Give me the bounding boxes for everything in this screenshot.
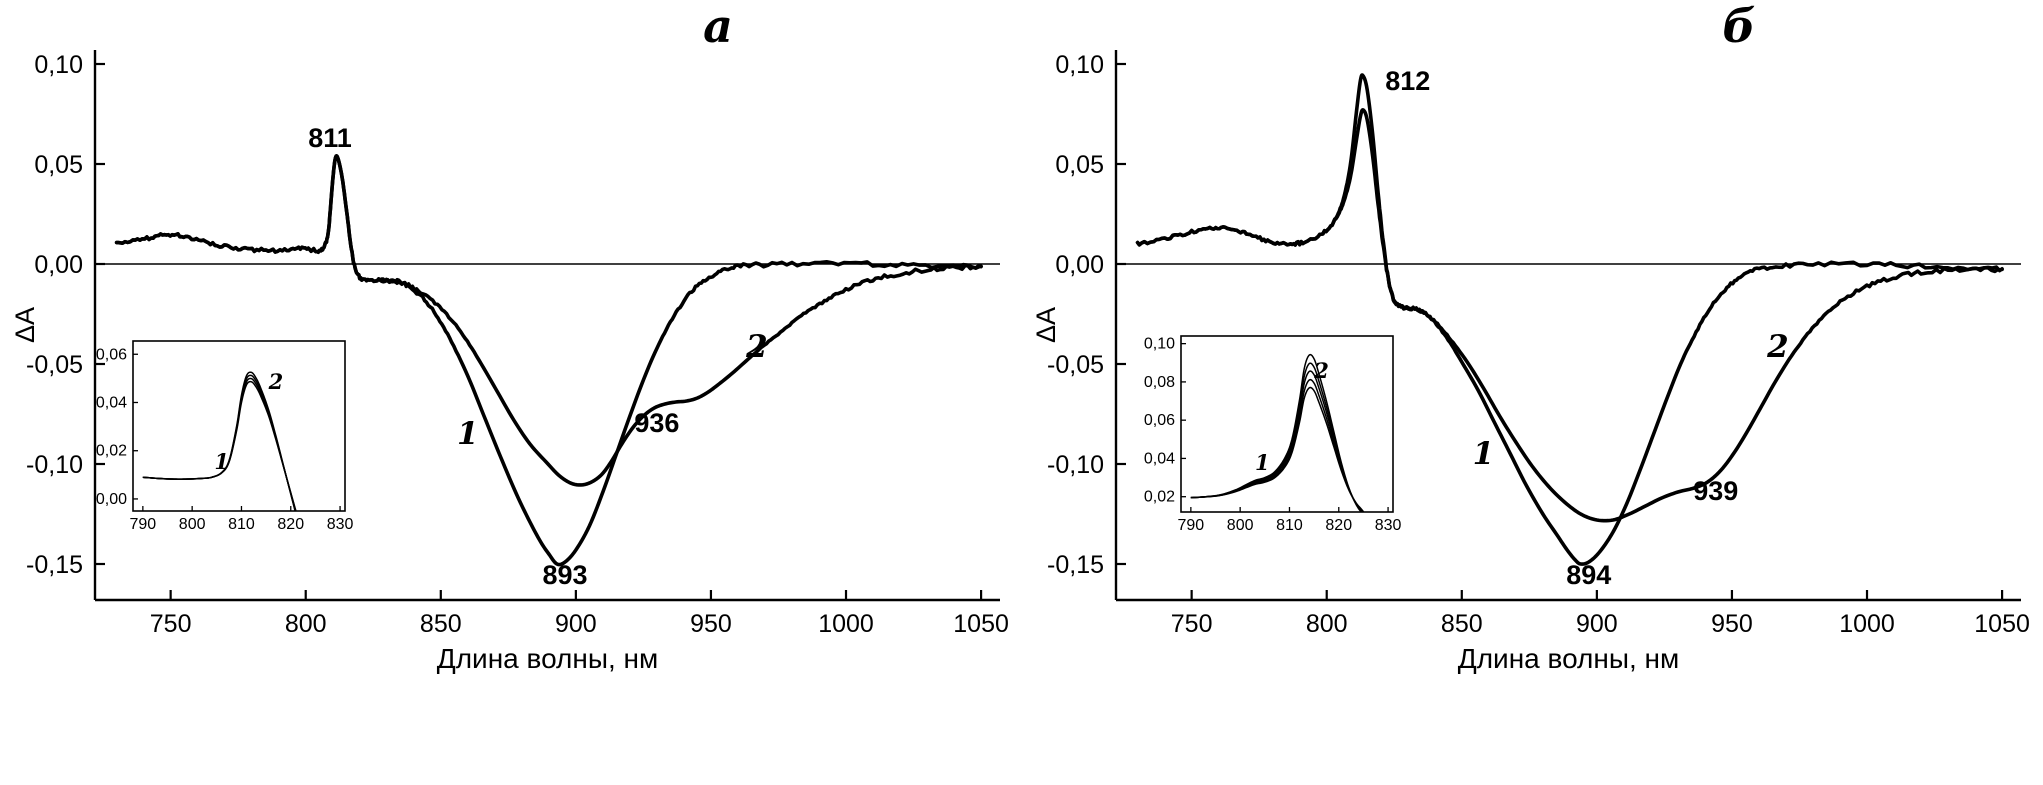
x-tick-label: 800	[1306, 610, 1348, 638]
spectrum-curve-2	[1135, 73, 2004, 523]
inset-curve	[142, 380, 297, 511]
spectra-chart-b: 750 800 850 900 950 1000 1050 0,10 0,05 0,00 -0,05…	[1031, 0, 2030, 674]
x-tick-label: 900	[555, 610, 597, 638]
wavelength-label: 811	[308, 123, 352, 153]
y-axis-title: ΔA	[1031, 307, 1061, 343]
x-tick-label: 850	[1441, 610, 1483, 638]
inset-x-tick-label: 830	[1375, 517, 1402, 534]
y-axis-title: ΔA	[10, 307, 40, 343]
inset-x-tick-label: 800	[179, 516, 206, 533]
y-tick-label: -0,15	[26, 551, 83, 579]
x-tick-label: 1000	[818, 610, 874, 638]
inset-border	[1180, 335, 1394, 513]
x-tick-label: 1000	[1839, 610, 1895, 638]
inset-curve-number-label: 2	[1313, 358, 1329, 383]
inset-curve-number-label: 1	[1255, 450, 1270, 475]
y-tick-label: -0,05	[1047, 351, 1104, 379]
inset-background	[1181, 336, 1393, 512]
inset-curve	[1190, 386, 1365, 512]
curve-number-label: 2	[745, 329, 768, 365]
y-tick-label: 0,10	[34, 51, 83, 79]
inset-y-tick-label: 0,02	[96, 443, 127, 460]
panel-b: 750 800 850 900 950 1000 1050 0,10 0,05 0,00 -0,05…	[1021, 0, 2043, 785]
wavelength-label: 939	[1693, 476, 1738, 506]
x-tick-label: 950	[690, 610, 732, 638]
y-tick-label: -0,10	[1047, 451, 1104, 479]
curve-number-label: 1	[457, 416, 479, 452]
inset-x-tick-label: 820	[1325, 517, 1352, 534]
wavelength-label: 894	[1566, 560, 1611, 590]
x-tick-label: 750	[1171, 610, 1213, 638]
x-axis-title: Длина волны, нм	[1458, 643, 1679, 674]
curve-number-label: 2	[1766, 329, 1789, 365]
inset-y-tick-label: 0,04	[1144, 450, 1175, 467]
inset-x-tick-label: 790	[130, 516, 157, 533]
panel-letter: а	[703, 0, 733, 53]
wavelength-label: 936	[634, 408, 679, 438]
x-tick-label: 750	[150, 610, 192, 638]
inset-background	[133, 341, 345, 511]
inset-x-tick-label: 810	[1276, 517, 1303, 534]
inset-border	[132, 340, 346, 512]
inset-x-tick-label: 800	[1227, 517, 1254, 534]
x-tick-label: 800	[285, 610, 327, 638]
panel-letter: б	[1722, 0, 1755, 53]
inset-plot: 790 800 810 820 830 0,06 0,04 0,02 0,00 2 1	[96, 340, 354, 533]
y-tick-label: 0,00	[1055, 251, 1104, 279]
y-tick-label: -0,05	[26, 351, 83, 379]
spectrum-curve-2	[114, 154, 983, 487]
inset-curve-number-label: 1	[214, 449, 229, 474]
wavelength-label: 893	[543, 560, 588, 590]
inset-plot: 790 800 810 820 830 0,10 0,08 0,06 0,04 0,02 2 1	[1144, 335, 1402, 534]
x-tick-label: 1050	[953, 610, 1009, 638]
inset-y-tick-label: 0,02	[1144, 489, 1175, 506]
inset-curve-number-label: 2	[268, 369, 284, 394]
inset-y-tick-label: 0,04	[96, 394, 127, 411]
inset-y-tick-label: 0,00	[96, 491, 127, 508]
inset-x-tick-label: 810	[228, 516, 255, 533]
inset-y-tick-label: 0,08	[1144, 374, 1175, 391]
inset-y-tick-label: 0,06	[96, 346, 127, 363]
panel-a: 750 800 850 900 950 1000 1050 0,10 0,05 0,00 -0,05…	[0, 0, 1021, 785]
inset-y-tick-label: 0,10	[1144, 336, 1175, 353]
inset-x-tick-label: 830	[327, 516, 354, 533]
y-tick-label: -0,10	[26, 451, 83, 479]
wavelength-label: 812	[1385, 66, 1430, 96]
x-tick-label: 950	[1711, 610, 1753, 638]
curve-number-label: 1	[1473, 436, 1495, 472]
x-tick-label: 1050	[1974, 610, 2030, 638]
y-tick-label: 0,05	[34, 151, 83, 179]
x-axis-title: Длина волны, нм	[437, 643, 658, 674]
inset-x-tick-label: 790	[1178, 517, 1205, 534]
spectra-chart-a: 750 800 850 900 950 1000 1050 0,10 0,05 0,00 -0,05…	[10, 0, 1009, 674]
y-tick-label: 0,05	[1055, 151, 1104, 179]
x-tick-label: 900	[1576, 610, 1618, 638]
inset-y-tick-label: 0,06	[1144, 412, 1175, 429]
inset-x-tick-label: 820	[277, 516, 304, 533]
y-tick-label: -0,15	[1047, 551, 1104, 579]
x-tick-label: 850	[420, 610, 462, 638]
y-tick-label: 0,10	[1055, 51, 1104, 79]
y-tick-label: 0,00	[34, 251, 83, 279]
